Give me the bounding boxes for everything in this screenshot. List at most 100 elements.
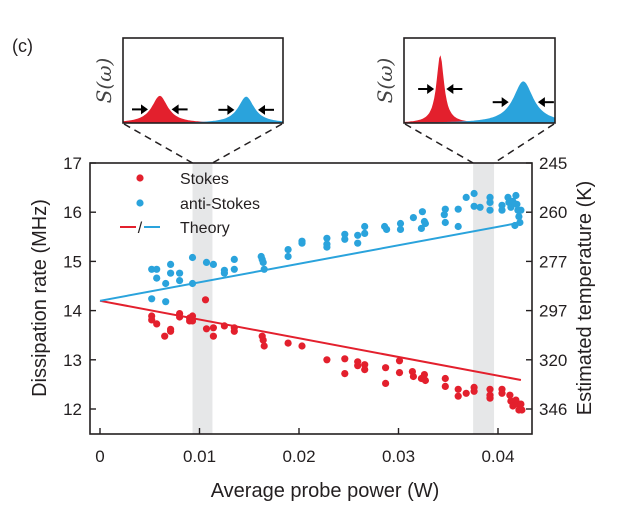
data-point — [188, 317, 197, 325]
inset-spectrum-high-power: S(ω) — [373, 37, 556, 164]
data-point — [202, 258, 211, 266]
data-point — [517, 206, 525, 214]
data-point — [470, 189, 478, 198]
linewidth-arrows-icon — [492, 97, 554, 108]
inset-ylabel: S(ω) — [92, 58, 116, 104]
y-tick-label: 17 — [63, 154, 82, 173]
data-point — [515, 213, 523, 221]
spectrum-insets: S(ω) S(ω) — [92, 37, 556, 164]
data-point — [486, 193, 494, 201]
legend-marker — [136, 199, 144, 207]
data-point — [176, 277, 184, 285]
theory-line-anti-stokes — [99, 221, 522, 302]
data-point — [462, 389, 470, 397]
data-point — [361, 366, 369, 374]
data-point — [202, 325, 211, 333]
spectrum-peak-stokes — [404, 55, 555, 124]
data-point — [260, 342, 268, 350]
data-point — [167, 325, 175, 333]
y-tick-label-right: 297 — [539, 302, 567, 321]
y-tick-label-right: 260 — [539, 203, 567, 222]
data-point — [396, 225, 405, 233]
theory-line-stokes — [99, 299, 522, 381]
data-point — [506, 391, 514, 399]
data-point — [511, 221, 519, 230]
data-point — [298, 239, 306, 247]
spectrum-peak-anti-stokes — [404, 81, 555, 123]
data-point — [323, 234, 331, 242]
data-point — [354, 231, 362, 239]
data-point — [341, 235, 349, 243]
data-point — [486, 394, 494, 402]
data-point — [209, 260, 217, 268]
data-point — [323, 243, 331, 251]
y-tick-label: 14 — [63, 302, 82, 321]
legend-marker — [136, 174, 144, 182]
data-point — [417, 224, 425, 232]
data-point — [396, 219, 405, 228]
series-stokes — [148, 296, 526, 414]
y-tick-label-right: 277 — [539, 252, 567, 271]
data-point — [298, 342, 306, 350]
data-point — [418, 208, 426, 216]
data-point — [284, 252, 292, 261]
data-point — [409, 214, 417, 222]
y-axis-right: 245 260 277 297 320 346 — [526, 154, 567, 419]
theory-lines — [99, 221, 522, 381]
data-point — [441, 382, 449, 390]
y-tick-label: 12 — [63, 400, 82, 419]
y-tick-label: 13 — [63, 351, 82, 370]
data-point — [188, 253, 197, 262]
legend: Stokes anti-Stokes / Theory — [120, 171, 260, 237]
data-point — [395, 357, 404, 365]
data-point — [341, 370, 349, 378]
x-tick-label: 0.02 — [282, 447, 315, 466]
data-point — [498, 206, 506, 214]
data-point — [162, 298, 170, 306]
data-point — [486, 385, 494, 393]
data-point — [176, 313, 184, 321]
data-point — [284, 246, 292, 254]
inset-connector-right — [212, 123, 283, 164]
inset-spectrum-low-power: S(ω) — [92, 37, 284, 164]
data-point — [230, 255, 238, 263]
x-axis: 0 0.01 0.02 0.03 0.04 — [95, 428, 515, 466]
inset-frame — [122, 37, 284, 124]
data-point — [440, 211, 448, 219]
linewidth-arrows-icon — [418, 84, 463, 94]
spectrum-peak-anti-stokes — [123, 96, 283, 123]
data-point — [420, 371, 428, 379]
data-point — [148, 316, 156, 324]
data-point — [470, 202, 478, 210]
data-point — [230, 324, 238, 332]
data-point — [454, 385, 462, 393]
legend-item-theory: / Theory — [120, 220, 230, 237]
data-point — [517, 400, 525, 408]
data-point — [454, 222, 462, 231]
data-point — [341, 230, 349, 238]
spectrum-peak-stokes — [123, 95, 283, 123]
data-point — [220, 266, 228, 274]
y-tick-label-right: 346 — [539, 400, 567, 419]
data-point — [201, 296, 210, 304]
inset-ylabel: S(ω) — [373, 58, 397, 104]
y-tick-label-right: 245 — [539, 154, 567, 173]
legend-label: anti-Stokes — [180, 196, 260, 213]
x-tick-label: 0.01 — [183, 447, 216, 466]
data-point — [470, 387, 478, 395]
data-point — [161, 332, 169, 340]
data-point — [148, 295, 156, 303]
data-point — [382, 364, 390, 372]
legend-label: Stokes — [180, 171, 229, 188]
legend-item-anti-stokes: anti-Stokes — [136, 196, 260, 213]
inset-frame — [403, 37, 556, 124]
y-tick-label: 15 — [63, 252, 82, 271]
y-tick-label-right: 320 — [539, 351, 567, 370]
data-point — [421, 219, 429, 228]
data-point — [486, 206, 494, 214]
panel-label: (c) — [12, 36, 33, 56]
data-point — [507, 203, 515, 211]
data-point — [153, 320, 161, 328]
data-point — [148, 265, 156, 273]
